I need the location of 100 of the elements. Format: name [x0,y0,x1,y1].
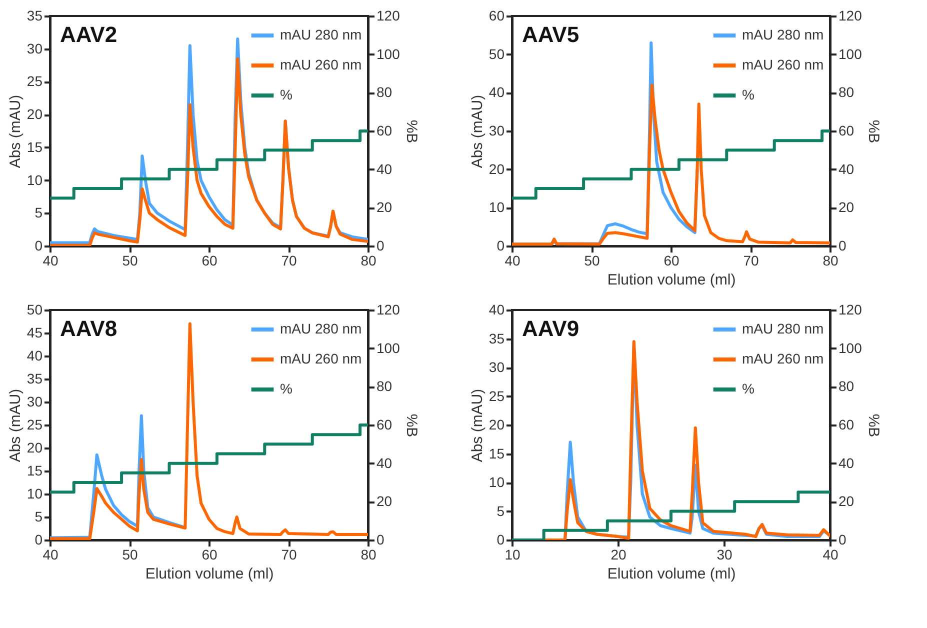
chart-title: AAV2 [60,22,118,47]
y2-tick-label: 40 [838,160,854,177]
y2-tick-label: 0 [838,532,846,548]
y-tick-label: 35 [488,330,505,346]
y2-tick-label: 20 [838,199,854,216]
y-tick-label: 40 [26,348,43,364]
x-axis-title: Elution volume (ml) [607,272,736,288]
legend-label: % [280,380,292,396]
y2-axis-title: %B [864,414,882,438]
y2-tick-label: 20 [376,493,392,510]
x-tick-label: 60 [202,546,218,562]
y-tick-label: 20 [26,440,43,456]
y2-axis-title: %B [864,120,882,144]
y-axis-title: Abs (mAU) [6,388,24,462]
legend-label: mAU 260 nm [742,350,824,366]
y-tick-label: 25 [26,416,43,432]
y-tick-label: 15 [26,462,43,478]
chart-title: AAV5 [522,22,580,47]
y-tick-label: 20 [488,416,505,432]
x-tick-label: 30 [716,546,732,562]
y-tick-label: 15 [26,138,43,155]
y2-tick-label: 100 [838,340,862,356]
y2-axis-title: %B [402,414,420,438]
y2-tick-label: 40 [376,454,392,471]
y-tick-label: 0 [34,532,43,548]
x-tick-label: 50 [584,252,600,268]
y2-tick-label: 20 [376,199,392,216]
y-tick-label: 20 [488,160,505,177]
x-axis-title: Elution volume (ml) [607,566,736,582]
y-tick-label: 5 [34,204,43,221]
x-tick-label: 70 [743,252,759,268]
y-tick-label: 10 [26,486,43,502]
chart-title: AAV8 [60,316,118,341]
y2-tick-label: 60 [376,416,392,432]
x-tick-label: 80 [360,252,376,268]
y2-tick-label: 60 [376,122,392,138]
x-tick-label: 80 [822,252,838,268]
x-axis-title: Elution volume (ml) [145,566,274,582]
legend-label: % [280,86,292,102]
x-tick-label: 20 [610,546,626,562]
y2-tick-label: 120 [838,302,862,318]
x-tick-label: 80 [360,546,376,562]
x-tick-label: 50 [122,546,138,562]
legend-label: mAU 280 nm [742,26,824,42]
legend-label: mAU 260 nm [742,56,824,72]
y-tick-label: 60 [488,8,505,24]
y-tick-label: 25 [488,388,505,404]
y2-axis-title: %B [402,120,420,144]
y-tick-label: 15 [488,445,505,462]
y-tick-label: 20 [26,106,43,122]
y-tick-label: 0 [34,238,43,254]
y-axis-title: Abs (mAU) [468,388,486,462]
y-axis-title: Abs (mAU) [6,94,24,168]
y-tick-label: 0 [496,532,505,548]
y2-tick-label: 100 [838,46,862,62]
y2-tick-label: 0 [376,238,384,254]
y-tick-label: 30 [488,359,505,375]
y2-tick-label: 120 [376,302,400,318]
y-tick-label: 25 [26,73,43,90]
y-tick-label: 45 [26,324,43,340]
y-tick-label: 35 [26,370,43,386]
y-tick-label: 10 [26,172,43,188]
y2-tick-label: 40 [376,160,392,177]
y2-tick-label: 60 [838,122,854,138]
x-tick-label: 70 [281,252,297,268]
y2-tick-label: 80 [376,84,392,100]
y2-tick-label: 80 [838,84,854,100]
y-axis-title: Abs (mAU) [468,94,486,168]
legend-label: mAU 280 nm [280,320,362,336]
x-tick-label: 50 [122,252,138,268]
y2-tick-label: 40 [838,454,854,471]
x-tick-label: 60 [664,252,680,268]
y-tick-label: 5 [34,508,43,524]
legend-label: mAU 260 nm [280,350,362,366]
y2-tick-label: 120 [376,8,400,24]
y2-tick-label: 80 [838,378,854,394]
chart-title: AAV9 [522,316,580,341]
x-tick-label: 60 [202,252,218,268]
y-tick-label: 50 [488,46,505,62]
y2-tick-label: 0 [376,532,384,548]
legend-label: mAU 280 nm [742,320,824,336]
y-tick-label: 10 [488,474,505,490]
x-tick-label: 70 [281,546,297,562]
y2-tick-label: 80 [376,378,392,394]
y2-tick-label: 100 [376,340,400,356]
y-tick-label: 30 [26,394,43,410]
legend-label: % [742,86,754,102]
y-tick-label: 35 [26,8,43,24]
y2-tick-label: 0 [838,238,846,254]
y2-tick-label: 100 [376,46,400,62]
legend-label: mAU 280 nm [280,26,362,42]
legend-label: % [742,380,754,396]
y-tick-label: 50 [26,302,43,318]
y-tick-label: 0 [496,238,505,254]
y-tick-label: 40 [488,84,505,100]
y-tick-label: 30 [488,122,505,138]
y2-tick-label: 120 [838,8,862,24]
y2-tick-label: 60 [838,416,854,432]
legend-label: mAU 260 nm [280,56,362,72]
y2-tick-label: 20 [838,493,854,510]
